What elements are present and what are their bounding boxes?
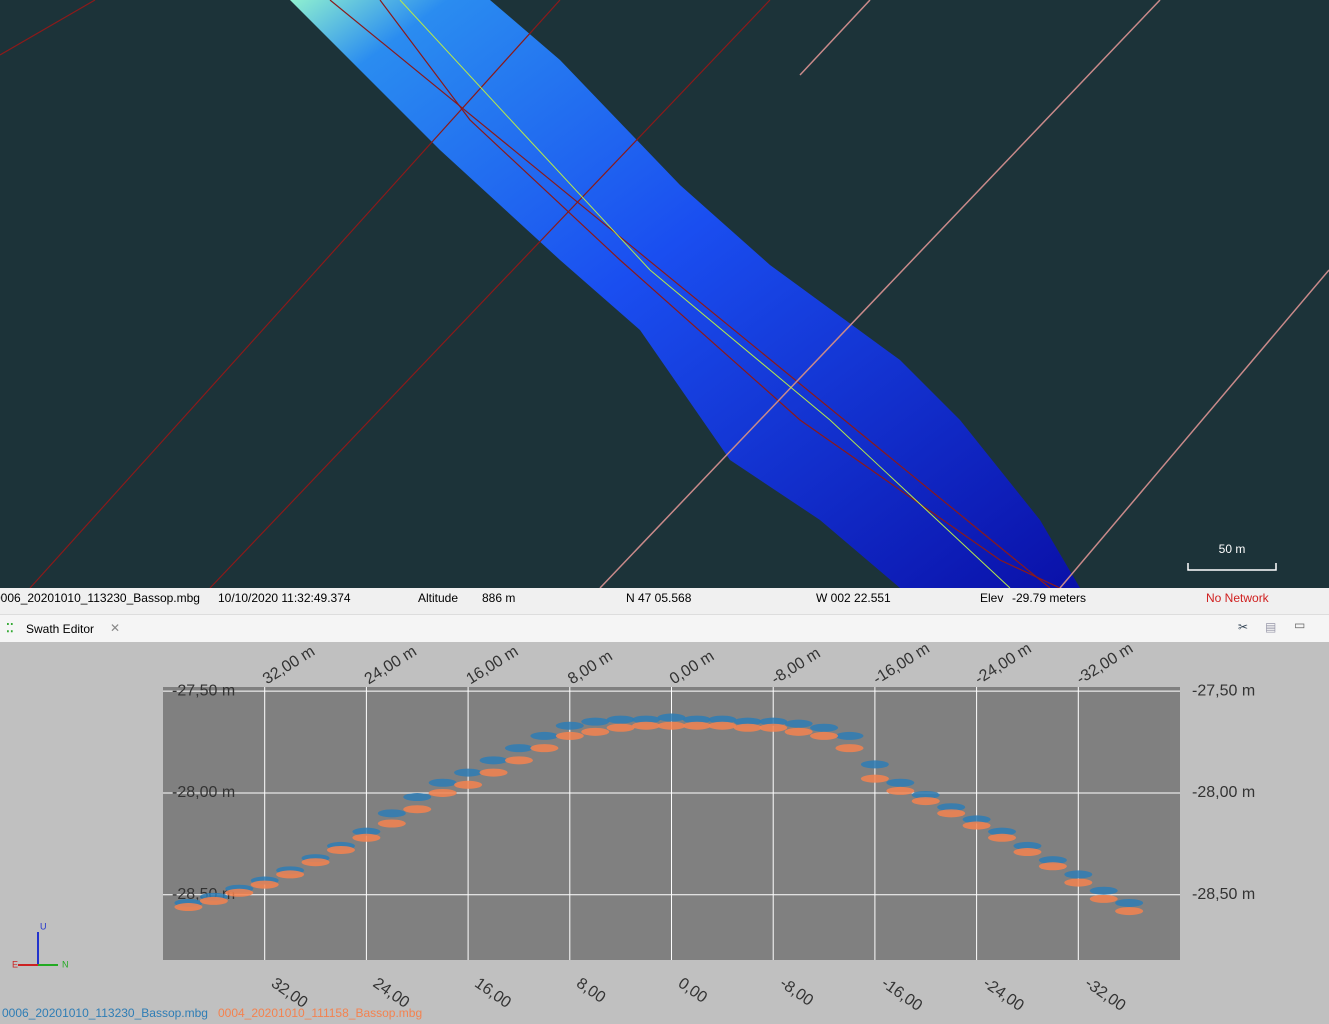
tab-close[interactable]: ✕: [110, 621, 120, 635]
status-time: 10/10/2020 11:32:49.374: [218, 591, 351, 605]
legend-entry: 0004_20201010_111158_Bassop.mbg: [218, 1006, 422, 1020]
sounding-point: [607, 724, 635, 732]
sounding-point: [581, 718, 609, 726]
axis-east: E: [12, 959, 18, 969]
sounding-point: [505, 756, 533, 764]
sounding-point: [708, 722, 736, 730]
save-button[interactable]: ▤: [1265, 620, 1276, 634]
sounding-point: [734, 724, 762, 732]
sounding-point: [378, 809, 406, 817]
sounding-point: [505, 744, 533, 752]
axis-up: U: [40, 921, 47, 931]
sounding-point: [1039, 862, 1067, 870]
sounding-point: [352, 834, 380, 842]
sounding-point: [785, 720, 813, 728]
sounding-point: [454, 769, 482, 777]
legend-entry: 0006_20201010_113230_Bassop.mbg: [2, 1006, 208, 1020]
sounding-point: [607, 716, 635, 724]
status-elev: -29.79 meters: [1012, 591, 1086, 605]
sounding-point: [1115, 907, 1143, 915]
tools-button[interactable]: ✂: [1238, 620, 1248, 634]
sounding-point: [530, 744, 558, 752]
axis-north: N: [62, 959, 69, 969]
scale-label: 50 m: [1219, 542, 1246, 556]
sounding-point: [327, 846, 355, 854]
sounding-point: [937, 809, 965, 817]
sounding-point: [835, 744, 863, 752]
sounding-point: [810, 724, 838, 732]
y-tick-label-right: -27,50 m: [1192, 682, 1255, 699]
sounding-point: [1090, 895, 1118, 903]
sounding-point: [658, 714, 686, 722]
status-latitude: N 47 05.568: [626, 591, 691, 605]
tab-bar: ⁚⁚ Swath Editor ✕ ✂ ▤ ▭: [0, 614, 1329, 644]
sounding-point: [581, 728, 609, 736]
sounding-point: [658, 722, 686, 730]
sounding-point: [683, 722, 711, 730]
sounding-point: [810, 732, 838, 740]
tab-icon: ⁚⁚: [6, 621, 14, 635]
sounding-point: [225, 889, 253, 897]
sounding-point: [963, 822, 991, 830]
sounding-point: [174, 903, 202, 911]
y-tick-label-right: -28,50 m: [1192, 886, 1255, 903]
sounding-point: [480, 756, 508, 764]
status-bar: 0006_20201010_113230_Bassop.mbg 10/10/20…: [0, 588, 1329, 608]
sounding-point: [429, 779, 457, 787]
map-view: 50 m: [0, 0, 1329, 588]
y-tick-label-right: -28,00 m: [1192, 784, 1255, 801]
sounding-point: [886, 779, 914, 787]
sounding-point: [556, 722, 584, 730]
sounding-point: [403, 805, 431, 813]
status-altitude-label: Altitude: [418, 591, 458, 605]
status-longitude: W 002 22.551: [816, 591, 891, 605]
status-elev-label: Elev: [980, 591, 1003, 605]
sounding-point: [835, 732, 863, 740]
sounding-point: [861, 775, 889, 783]
sounding-point: [1115, 899, 1143, 907]
status-altitude: 886 m: [482, 591, 515, 605]
sounding-point: [429, 789, 457, 797]
sounding-point: [200, 897, 228, 905]
sounding-point: [1064, 879, 1092, 887]
sounding-point: [759, 724, 787, 732]
sounding-point: [276, 870, 304, 878]
sounding-point: [378, 820, 406, 828]
sounding-point: [454, 781, 482, 789]
tab-title[interactable]: Swath Editor: [26, 622, 94, 636]
sounding-point: [886, 787, 914, 795]
sounding-point: [480, 769, 508, 777]
sounding-point: [302, 858, 330, 866]
status-file: 0006_20201010_113230_Bassop.mbg: [0, 591, 200, 605]
app-window: 50 m 0006_20201010_113230_Bassop.mbg 10/…: [0, 0, 1329, 1024]
sounding-point: [251, 881, 279, 889]
y-tick-label-left: -27,50 m: [172, 682, 235, 699]
sounding-point: [1013, 848, 1041, 856]
sounding-point: [912, 797, 940, 805]
status-network: No Network: [1206, 591, 1269, 605]
sounding-point: [1090, 887, 1118, 895]
sounding-point: [861, 760, 889, 768]
sounding-point: [530, 732, 558, 740]
y-tick-label-left: -28,00 m: [172, 784, 235, 801]
sounding-point: [556, 732, 584, 740]
sounding-point: [403, 793, 431, 801]
sounding-point: [1064, 870, 1092, 878]
sounding-point: [785, 728, 813, 736]
sounding-point: [988, 834, 1016, 842]
minimize-button[interactable]: ▭: [1294, 618, 1305, 632]
sounding-point: [632, 722, 660, 730]
